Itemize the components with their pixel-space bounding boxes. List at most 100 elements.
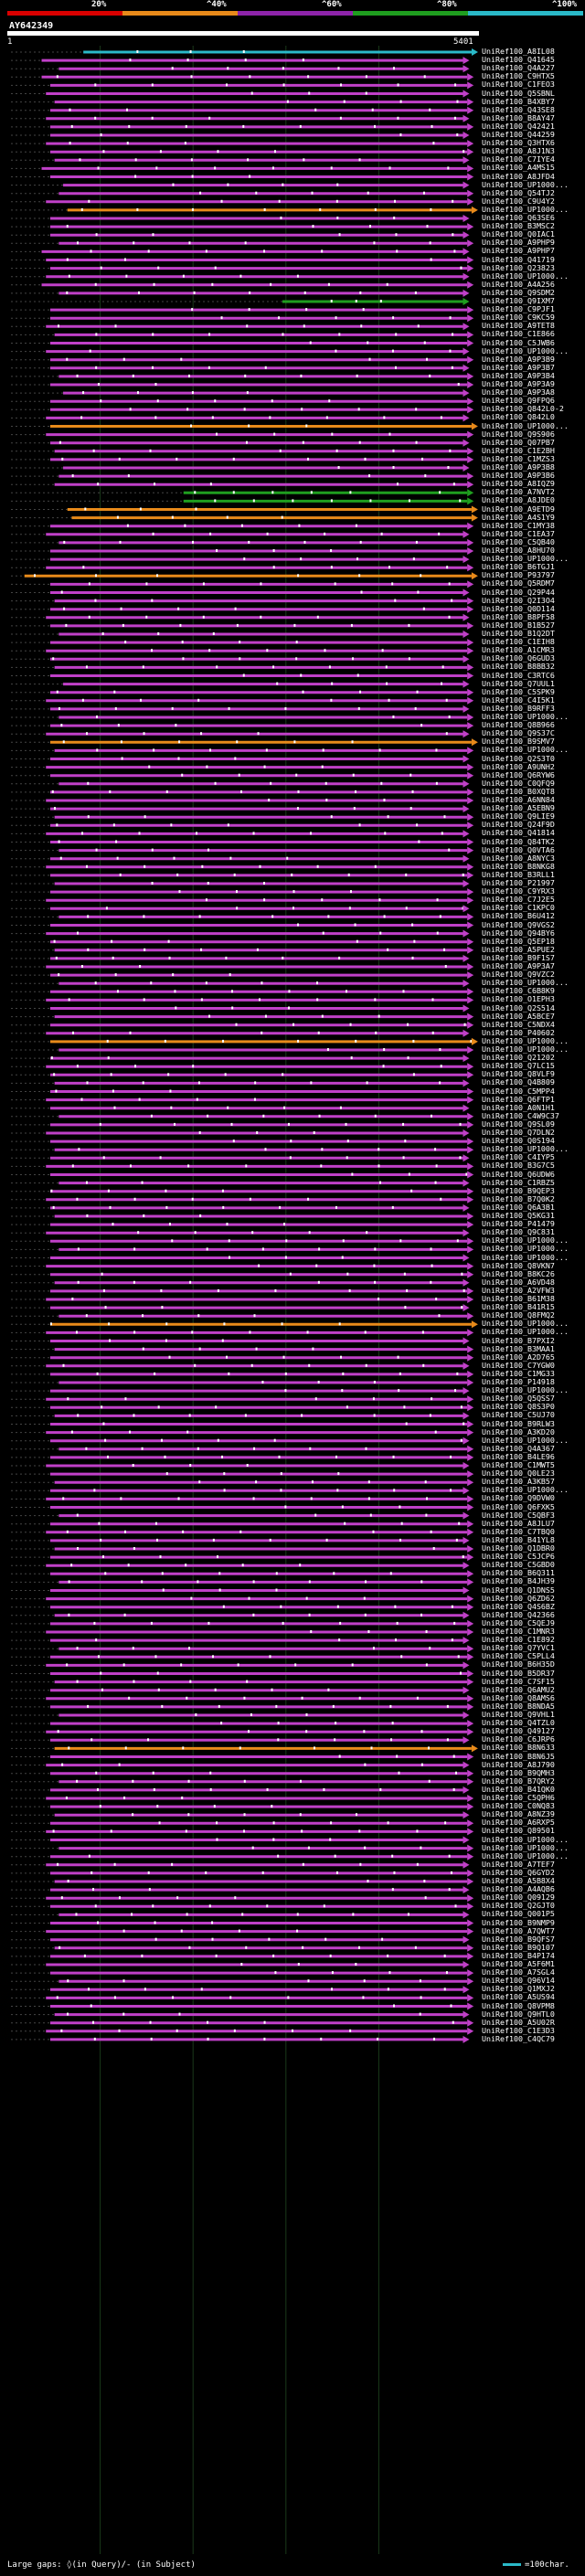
hit-label[interactable]: UniRef100_Q41645 [482, 55, 555, 65]
hit-row[interactable] [11, 57, 470, 65]
hit-label[interactable]: UniRef100_Q6GUD3 [482, 653, 555, 663]
hit-row[interactable] [11, 1046, 474, 1054]
hit-label[interactable]: UniRef100_A2D765 [482, 1352, 555, 1362]
hit-label[interactable]: UniRef100_A6VD48 [482, 1277, 555, 1287]
hit-row[interactable] [11, 1221, 474, 1229]
hit-row[interactable] [11, 871, 474, 879]
hit-row[interactable] [11, 1986, 470, 1994]
hit-label[interactable]: UniRef100_Q9SDM2 [482, 287, 555, 297]
hit-label[interactable]: UniRef100_Q6ZD62 [482, 1593, 555, 1603]
hit-label[interactable]: UniRef100_A8IL08 [482, 47, 555, 56]
hit-row[interactable] [11, 530, 470, 538]
hit-row[interactable] [11, 1661, 470, 1670]
hit-label[interactable]: UniRef100_B4XBY7 [482, 96, 555, 106]
hit-label[interactable]: UniRef100_UP1000... [482, 1244, 569, 1254]
hit-label[interactable]: UniRef100_UP1000... [482, 1485, 569, 1495]
hit-label[interactable]: UniRef100_C7IYE4 [482, 154, 555, 164]
hit-row[interactable] [11, 430, 474, 439]
hit-row[interactable] [11, 1154, 470, 1162]
hit-label[interactable]: UniRef100_Q2I3O4 [482, 595, 555, 605]
hit-label[interactable]: UniRef100_B3G7C5 [482, 1161, 555, 1171]
hit-label[interactable]: UniRef100_B41R15 [482, 1302, 555, 1312]
hit-row[interactable] [11, 1203, 470, 1212]
hit-row[interactable] [11, 1029, 470, 1037]
hit-row[interactable] [11, 672, 474, 680]
hit-label[interactable]: UniRef100_C4IYP5 [482, 1152, 555, 1162]
hit-label[interactable]: UniRef100_A2VFW3 [482, 1285, 555, 1295]
hit-label[interactable]: UniRef100_Q2S3T0 [482, 753, 555, 763]
hit-label[interactable]: UniRef100_B6TGJ1 [482, 562, 555, 572]
hit-label[interactable]: UniRef100_A9P3B7 [482, 362, 555, 372]
hit-row[interactable] [11, 1753, 474, 1761]
hit-row[interactable] [11, 1819, 474, 1828]
hit-label[interactable]: UniRef100_Q1MXJ2 [482, 1984, 555, 1994]
hit-row[interactable] [11, 813, 474, 822]
hit-row[interactable] [11, 1213, 474, 1220]
hit-label[interactable]: UniRef100_A5BCE7 [482, 1011, 555, 1021]
hit-label[interactable]: UniRef100_B4LE96 [482, 1451, 555, 1461]
hit-row[interactable] [11, 1096, 474, 1104]
hit-label[interactable]: UniRef100_Q54TJ2 [482, 187, 555, 197]
hit-row[interactable] [11, 996, 474, 1004]
hit-label[interactable]: UniRef100_Q6GYD2 [482, 1867, 555, 1877]
hit-label[interactable]: UniRef100_A8JLU7 [482, 1518, 555, 1528]
hit-label[interactable]: UniRef100_Q41814 [482, 828, 555, 838]
hit-row[interactable] [11, 156, 470, 164]
hit-label[interactable]: UniRef100_UP1000... [482, 1035, 569, 1045]
hit-row[interactable] [11, 206, 478, 214]
hit-label[interactable]: UniRef100_C1MY38 [482, 520, 555, 530]
hit-row[interactable] [11, 264, 474, 272]
hit-row[interactable] [11, 339, 474, 347]
hit-row[interactable] [11, 464, 470, 472]
hit-row[interactable] [11, 688, 474, 696]
hit-label[interactable]: UniRef100_C1MG33 [482, 1368, 555, 1378]
hit-label[interactable]: UniRef100_Q1DNS5 [482, 1585, 555, 1595]
hit-label[interactable]: UniRef100_C6JRP6 [482, 1734, 555, 1744]
hit-label[interactable]: UniRef100_P40602 [482, 1027, 555, 1037]
hit-row[interactable] [11, 580, 474, 588]
hit-row[interactable] [11, 1021, 474, 1029]
hit-row[interactable] [11, 181, 470, 189]
hit-label[interactable]: UniRef100_A7QWT7 [482, 1925, 555, 1935]
hit-label[interactable]: UniRef100_A7SGL4 [482, 1967, 555, 1977]
hit-row[interactable] [11, 722, 474, 730]
hit-row[interactable] [11, 90, 470, 98]
hit-row[interactable] [11, 1320, 478, 1329]
hit-label[interactable]: UniRef100_Q84TK2 [482, 836, 555, 846]
hit-label[interactable]: UniRef100_UP1000... [482, 204, 569, 214]
hit-label[interactable]: UniRef100_Q29P44 [482, 587, 555, 597]
hit-row[interactable] [11, 738, 478, 747]
hit-row[interactable] [11, 1453, 474, 1461]
hit-row[interactable] [11, 1495, 474, 1503]
hit-label[interactable]: UniRef100_C7SF15 [482, 1676, 555, 1686]
hit-row[interactable] [11, 1246, 474, 1254]
hit-label[interactable]: UniRef100_Q2GJT0 [482, 1901, 555, 1911]
hit-label[interactable]: UniRef100_C5QBF3 [482, 1510, 555, 1520]
hit-label[interactable]: UniRef100_Q9FPQ6 [482, 396, 555, 406]
hit-row[interactable] [11, 663, 474, 672]
hit-row[interactable] [11, 1503, 474, 1511]
hit-row[interactable] [11, 2002, 474, 2010]
hit-label[interactable]: UniRef100_A5US94 [482, 1992, 555, 2002]
hit-label[interactable]: UniRef100_B8BB32 [482, 662, 555, 672]
hit-label[interactable]: UniRef100_B9RFF3 [482, 703, 555, 713]
hit-label[interactable]: UniRef100_P21997 [482, 878, 555, 887]
hit-label[interactable]: UniRef100_UP1000... [482, 1144, 569, 1154]
hit-label[interactable]: UniRef100_C5QPH6 [482, 1793, 555, 1802]
hit-row[interactable] [11, 1736, 470, 1744]
hit-row[interactable] [11, 805, 470, 813]
hit-row[interactable] [11, 355, 474, 364]
hit-row[interactable] [11, 1653, 474, 1661]
hit-row[interactable] [11, 929, 470, 938]
hit-label[interactable]: UniRef100_Q001P5 [482, 1909, 555, 1919]
hit-label[interactable]: UniRef100_C1MZS3 [482, 453, 555, 463]
hit-label[interactable]: UniRef100_C5MPP4 [482, 1086, 555, 1096]
hit-label[interactable]: UniRef100_C5QEJ9 [482, 1617, 555, 1627]
hit-row[interactable] [11, 398, 474, 406]
hit-row[interactable] [11, 1795, 474, 1802]
hit-row[interactable] [11, 971, 474, 980]
hit-label[interactable]: UniRef100_C1MWT5 [482, 1460, 555, 1469]
hit-row[interactable] [11, 505, 478, 514]
hit-label[interactable]: UniRef100_C9KC59 [482, 313, 555, 323]
hit-row[interactable] [11, 347, 470, 355]
